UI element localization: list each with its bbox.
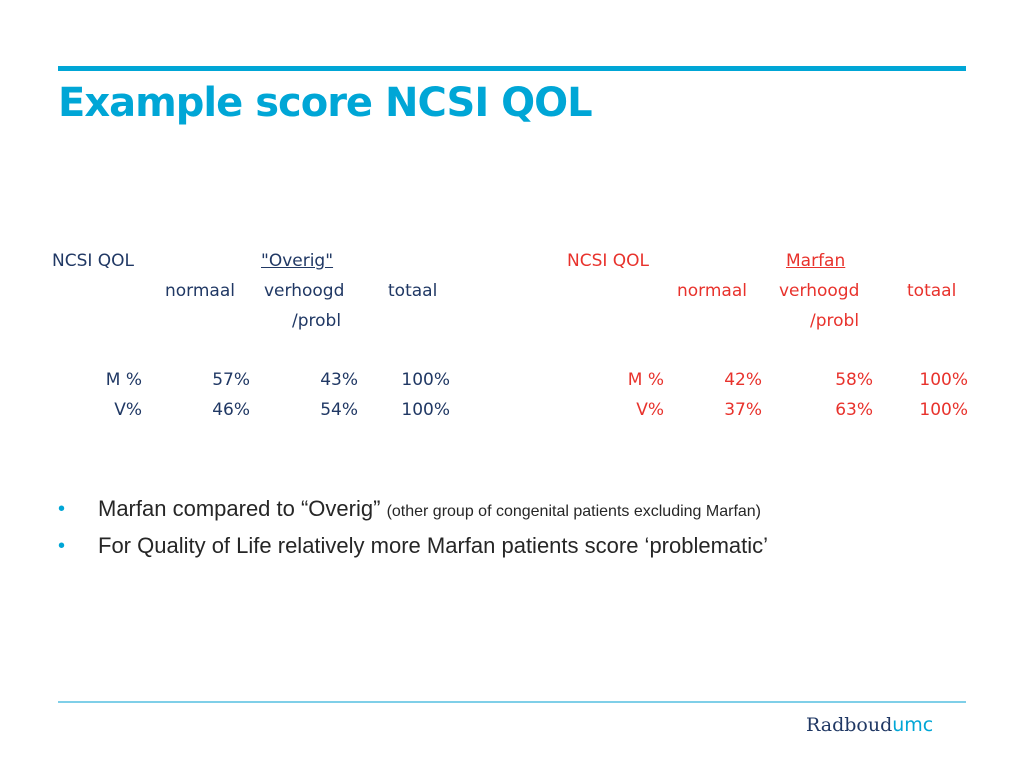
cell-verhoogd: 63% [835,400,873,420]
cell-verhoogd: 43% [320,370,358,390]
cell-normaal: 57% [212,370,250,390]
group-header: Marfan [786,251,846,271]
table-label: NCSI QOL [567,251,650,271]
row-label: V% [636,400,664,420]
radboudumc-logo: Radboudumc [806,714,933,736]
col-header-probl: /probl [292,311,342,331]
col-header-verhoogd: verhoogd [779,281,860,301]
col-header-totaal: totaal [388,281,438,301]
group-header: "Overig" [261,251,334,271]
bottom-rule [58,701,966,703]
bullet-dot-icon: • [58,535,66,557]
cell-totaal: 100% [919,400,968,420]
col-header-normaal: normaal [165,281,235,301]
cell-normaal: 37% [724,400,762,420]
col-header-probl: /probl [810,311,860,331]
col-header-totaal: totaal [907,281,957,301]
cell-totaal: 100% [401,400,450,420]
row-label: M % [105,370,142,390]
col-header-verhoogd: verhoogd [264,281,345,301]
cell-totaal: 100% [401,370,450,390]
table-label: NCSI QOL [52,251,135,271]
bullet-dot-icon: • [58,498,66,520]
bullet-item: • Marfan compared to “Overig” (other gro… [58,492,768,529]
slide-title: Example score NCSI QOL [58,80,593,126]
cell-normaal: 42% [724,370,762,390]
bullet-note: (other group of congenital patients excl… [386,503,762,520]
top-rule [58,66,966,71]
cell-normaal: 46% [212,400,250,420]
bullet-text: Marfan compared to “Overig” [98,496,381,521]
row-label: M % [627,370,664,390]
cell-verhoogd: 54% [320,400,358,420]
bullet-text: For Quality of Life relatively more Marf… [98,533,769,558]
logo-main: Radboud [806,714,893,736]
logo-suffix: umc [892,714,934,736]
col-header-normaal: normaal [677,281,747,301]
bullet-list: • Marfan compared to “Overig” (other gro… [58,492,768,563]
cell-verhoogd: 58% [835,370,873,390]
cell-totaal: 100% [919,370,968,390]
bullet-item: • For Quality of Life relatively more Ma… [58,529,768,563]
row-label: V% [114,400,142,420]
